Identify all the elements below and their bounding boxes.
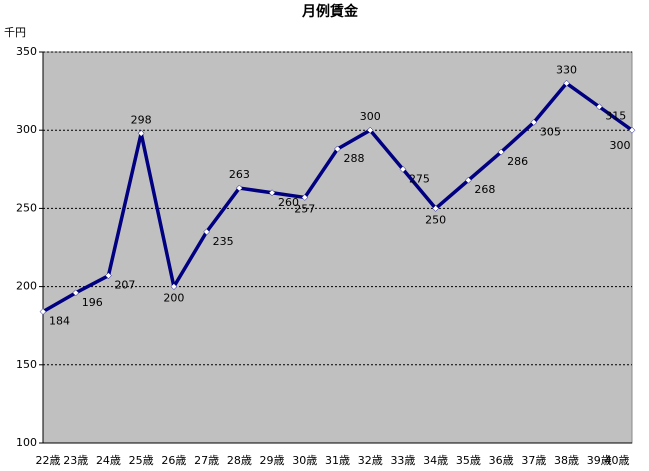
x-tick-label: 33歳 [390,454,415,467]
y-tick-label: 300 [16,123,37,136]
data-label: 305 [540,125,561,138]
data-label: 207 [114,279,135,292]
marker [366,126,374,134]
chart-title: 月例賃金 [301,3,359,20]
x-tick-label: 30歳 [292,454,317,467]
data-label: 275 [409,172,430,185]
data-label: 184 [49,315,70,328]
marker [432,205,440,212]
x-tick-label: 26歳 [161,454,186,467]
marker [628,126,636,134]
x-tick-label: 22歳 [36,454,61,467]
y-tick-label: 250 [16,201,37,214]
data-label: 257 [294,202,315,215]
x-tick-label: 35歳 [456,454,481,467]
x-tick-label: 28歳 [227,454,252,467]
x-tick-label: 38歳 [554,454,579,467]
x-tick-label: 36歳 [489,454,514,467]
marker [301,194,309,201]
data-label: 315 [605,110,626,123]
marker [334,145,341,153]
data-label: 298 [131,113,152,126]
marker [268,189,276,197]
marker [595,103,603,111]
data-label: 200 [163,292,184,305]
x-tick-label: 31歳 [325,454,350,467]
data-label: 263 [229,168,250,181]
marker [72,289,80,297]
marker [137,129,145,137]
x-tick-label: 29歳 [260,454,285,467]
y-tick-label: 100 [16,436,37,449]
x-tick-label: 40歳 [605,454,630,467]
marker [563,79,570,87]
x-tick-label: 37歳 [521,454,546,467]
y-tick-label: 150 [16,358,37,371]
data-label: 330 [556,63,577,76]
x-tick-label: 25歳 [129,454,154,467]
marker [170,283,178,290]
data-label: 235 [213,235,234,248]
marker [235,184,243,192]
data-label: 300 [360,110,381,123]
x-tick-label: 32歳 [358,454,383,467]
data-label: 250 [425,213,446,226]
y-tick-label: 200 [16,280,37,293]
data-label: 260 [278,196,299,209]
y-tick-label: 350 [16,45,37,58]
data-label: 300 [610,139,631,152]
marker [530,119,538,126]
marker [39,308,47,315]
x-tick-label: 24歳 [96,454,121,467]
plot-area [42,51,633,444]
marker [465,176,472,184]
y-axis-label: 千円 [4,26,26,39]
data-label: 286 [507,155,528,168]
marker [399,165,407,173]
marker [105,272,112,280]
x-tick-label: 39歳 [587,454,612,467]
marker [203,228,210,236]
x-tick-label: 34歳 [423,454,448,467]
x-tick-label: 27歳 [194,454,219,467]
data-label: 288 [344,152,365,165]
marker [497,148,505,156]
data-label: 196 [82,296,103,309]
data-label: 268 [474,183,495,196]
x-tick-label: 23歳 [63,454,88,467]
